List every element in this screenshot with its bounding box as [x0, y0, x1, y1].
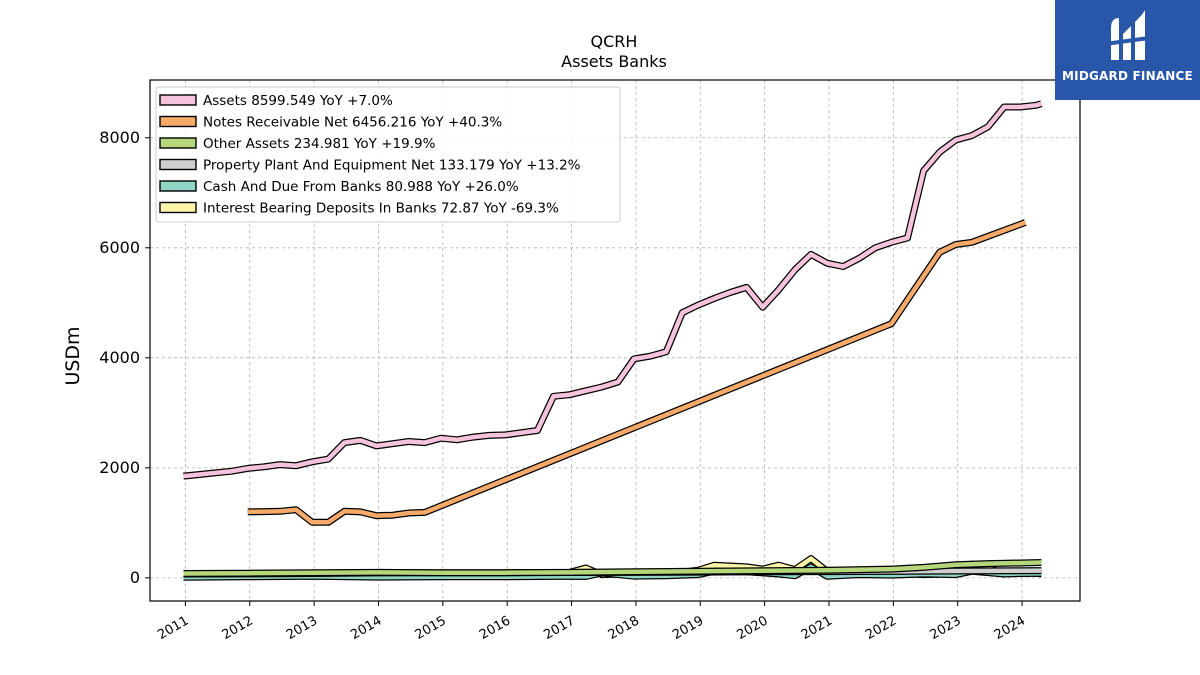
series-notes-receivable-net — [247, 219, 1027, 526]
legend-swatch — [159, 94, 197, 106]
x-tick-label: 2016 — [477, 613, 513, 643]
legend-item: Notes Receivable Net 6456.216 YoY +40.3% — [159, 115, 502, 131]
legend-swatch — [159, 115, 197, 128]
plot-frame — [149, 79, 1081, 602]
y-axis-label: USDm — [62, 326, 84, 385]
x-tick-label: 2011 — [155, 613, 191, 643]
x-tick-label: 2020 — [734, 613, 770, 643]
legend-label: Interest Bearing Deposits In Banks 72.87… — [203, 201, 559, 217]
legend-label: Cash And Due From Banks 80.988 YoY +26.0… — [203, 179, 519, 195]
chart-subtitle: Assets Banks — [561, 52, 667, 71]
legend-item: Assets 8599.549 YoY +7.0% — [159, 93, 393, 109]
legend-label: Other Assets 234.981 YoY +19.9% — [203, 136, 436, 152]
legend-swatch — [159, 158, 197, 171]
legend-label: Notes Receivable Net 6456.216 YoY +40.3% — [203, 115, 502, 131]
series-line — [247, 220, 1027, 525]
legend-item: Interest Bearing Deposits In Banks 72.87… — [159, 201, 559, 217]
series-assets — [183, 100, 1043, 480]
legend-swatch — [159, 180, 197, 192]
chart-title: QCRH — [591, 32, 638, 51]
legend-box — [155, 86, 621, 223]
x-tick-label: 2022 — [863, 613, 899, 643]
x-tick-label: 2021 — [799, 613, 835, 643]
series-line — [183, 101, 1043, 479]
x-tick-label: 2014 — [348, 613, 384, 643]
brand-logo: MIDGARD FINANCE — [1055, 0, 1200, 100]
x-tick-label: 2017 — [541, 613, 577, 643]
y-tick-label: 2000 — [99, 458, 140, 477]
legend-item: Cash And Due From Banks 80.988 YoY +26.0… — [159, 179, 519, 195]
x-axis: 2011 2012 2013 2014 2015 2016 2017 2018 2019 2020… — [155, 601, 1028, 643]
series-layer — [183, 100, 1043, 581]
logo-mark-icon — [1105, 10, 1149, 60]
x-tick-label: 2012 — [220, 613, 256, 643]
x-tick-label: 2013 — [284, 613, 320, 643]
logo-text: MIDGARD FINANCE — [1062, 69, 1193, 83]
x-tick-label: 2024 — [992, 613, 1028, 643]
y-axis: 0 2000 4000 6000 8000 — [99, 128, 150, 587]
legend-label: Assets 8599.549 YoY +7.0% — [203, 93, 393, 109]
series-outline — [247, 219, 1027, 526]
x-tick-label: 2019 — [670, 613, 706, 643]
legend-item: Other Assets 234.981 YoY +19.9% — [159, 136, 436, 152]
legend: Assets 8599.549 YoY +7.0% Notes Receivabl… — [155, 86, 621, 223]
legend-item: Property Plant And Equipment Net 133.179… — [159, 158, 581, 174]
y-tick-label: 0 — [130, 568, 140, 587]
y-tick-label: 8000 — [99, 128, 140, 147]
x-tick-label: 2023 — [928, 613, 964, 643]
y-tick-label: 6000 — [99, 238, 140, 257]
y-tick-label: 4000 — [99, 348, 140, 367]
legend-label: Property Plant And Equipment Net 133.179… — [203, 158, 581, 174]
series-line — [183, 560, 1042, 576]
legend-swatch — [159, 137, 197, 149]
legend-swatch — [159, 201, 197, 214]
series-other-assets — [183, 559, 1042, 577]
x-tick-label: 2015 — [413, 613, 449, 643]
x-tick-label: 2018 — [606, 613, 642, 643]
